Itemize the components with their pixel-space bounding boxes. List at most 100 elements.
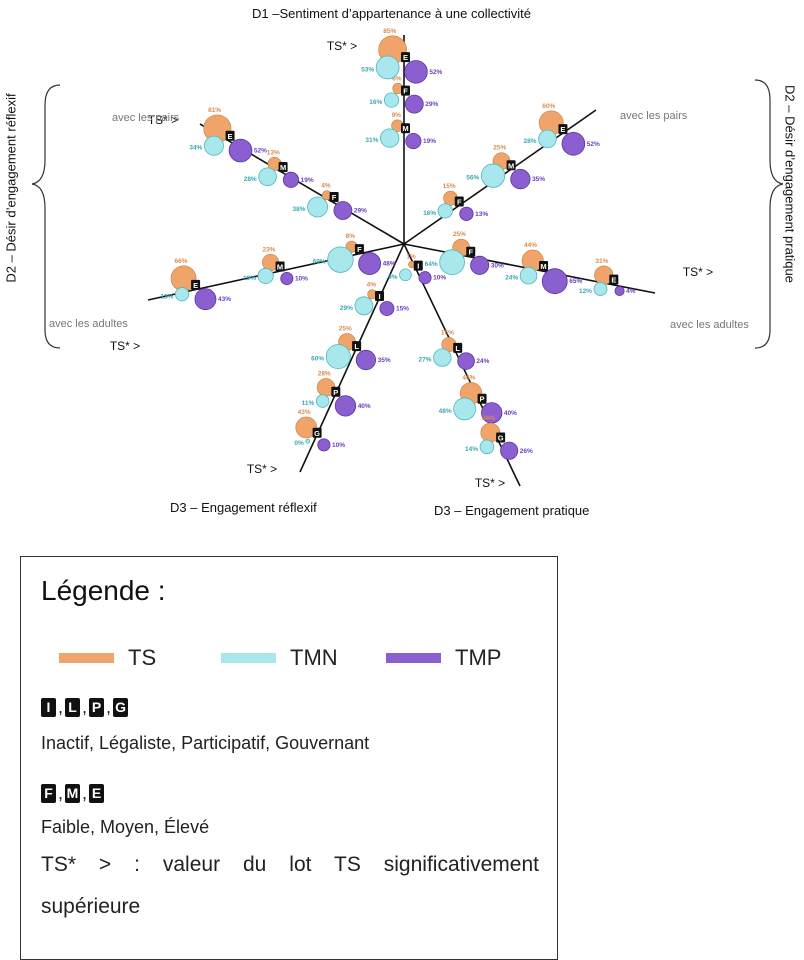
ts-marker-d3-right: TS* > bbox=[475, 476, 505, 490]
bubble-tmn-d2-pairs-left-2 bbox=[203, 135, 224, 156]
legend-label-ts: TS bbox=[128, 645, 157, 670]
bubble-tmn-d1-1 bbox=[383, 92, 400, 108]
legend-item-tmn: TMN bbox=[221, 645, 338, 671]
label-tmp-d2-pairs-right-2: 52% bbox=[587, 141, 600, 148]
label-adults-left: avec les adultes bbox=[49, 318, 128, 330]
label-tmn-d2-adults-right-1: 24% bbox=[505, 275, 518, 282]
legend-label-tmp: TMP bbox=[455, 645, 502, 670]
badge-d2-adults-right-1: M bbox=[540, 262, 546, 271]
bubble-tmp-d3-left-2 bbox=[334, 395, 357, 417]
label-tmp-d2-pairs-right-0: 13% bbox=[475, 211, 488, 218]
ts-marker-adults-right: TS* > bbox=[683, 265, 713, 279]
label-tmn-d3-right-1: 27% bbox=[419, 357, 432, 364]
bubble-tmn-d2-pairs-right-1 bbox=[480, 163, 506, 188]
legend-badges-d3: I, L, P, G bbox=[41, 697, 129, 718]
label-tmp-d1-2: 52% bbox=[429, 69, 442, 76]
bubble-tmn-d3-left-0 bbox=[354, 296, 374, 316]
badge-d3-right-3: G bbox=[498, 433, 504, 442]
label-tmn-d3-left-3: 0% bbox=[294, 440, 304, 447]
label-tmn-d2-pairs-right-2: 28% bbox=[524, 138, 537, 145]
label-ts-d2-pairs-left-0: 4% bbox=[321, 183, 331, 190]
label-tmn-d1-1: 16% bbox=[369, 99, 382, 106]
bubble-tmn-d2-adults-right-1 bbox=[519, 266, 538, 285]
label-tmn-d2-adults-left-0: 69% bbox=[313, 259, 326, 266]
badge-d2-pairs-right-1: M bbox=[508, 161, 514, 170]
bubble-tmn-d2-pairs-right-0 bbox=[437, 203, 453, 219]
badge-d2-pairs-right-2: E bbox=[560, 125, 565, 134]
badge-eleve: E bbox=[89, 784, 105, 803]
legend-title: Légende : bbox=[41, 575, 166, 606]
bubble-tmp-d2-pairs-right-1 bbox=[510, 169, 531, 190]
badge-bg-d3-left-1 bbox=[352, 341, 362, 352]
label-tmp-d3-right-2: 40% bbox=[504, 410, 517, 417]
badge-d2-adults-right-0: F bbox=[468, 248, 473, 257]
badge-bg-d2-adults-right-2 bbox=[609, 274, 619, 285]
ts-marker-adults-left: TS* > bbox=[110, 339, 140, 353]
label-tmp-d2-adults-right-1: 65% bbox=[569, 278, 582, 285]
badge-bg-d2-pairs-right-2 bbox=[558, 124, 568, 135]
label-tmp-d3-left-3: 10% bbox=[332, 442, 345, 449]
label-tmn-d3-right-2: 48% bbox=[439, 408, 452, 415]
legend-ts-note: TS* > : valeur du lot TS significativeme… bbox=[41, 853, 539, 876]
title-d3-left: D3 – Engagement réflexif bbox=[170, 500, 317, 515]
title-d3-right: D3 – Engagement pratique bbox=[434, 503, 590, 518]
bubble-tmp-d3-left-0 bbox=[379, 301, 395, 316]
legend-item-tmp: TMP bbox=[386, 645, 501, 671]
badge-bg-d3-right-0 bbox=[413, 260, 423, 271]
radial-diagram: M9%31% 19%F6%16% 29%E85%53% 52%F4%38% 29%M13… bbox=[31, 28, 784, 490]
brace-left bbox=[31, 84, 61, 349]
ts-marker-d3-left: TS* > bbox=[247, 462, 277, 476]
badge-d2-pairs-left-2: E bbox=[228, 132, 233, 141]
label-tmn-d3-right-3: 14% bbox=[465, 446, 478, 453]
label-tmn-d2-pairs-right-0: 16% bbox=[423, 210, 436, 217]
badge-bg-d3-left-0 bbox=[375, 291, 384, 301]
bubble-tmn-d1-0 bbox=[380, 128, 400, 148]
label-ts-d3-right-0: 1% bbox=[406, 253, 416, 260]
badge-bg-d3-right-2 bbox=[477, 393, 487, 404]
badge-participatif: P bbox=[89, 698, 105, 717]
bubble-tmp-d1-1 bbox=[404, 94, 424, 114]
badge-d3-left-3: G bbox=[314, 429, 320, 438]
tmn-swatch bbox=[221, 653, 276, 663]
badge-d1-1: F bbox=[403, 87, 408, 96]
label-ts-d2-adults-right-0: 25% bbox=[453, 231, 466, 238]
bubble-tmn-d2-adults-left-0 bbox=[327, 246, 354, 273]
bubble-tmp-d2-pairs-left-1 bbox=[282, 171, 300, 188]
label-ts-d2-pairs-right-1: 25% bbox=[493, 145, 506, 152]
label-ts-d2-adults-right-2: 31% bbox=[595, 258, 608, 265]
badge-bg-d2-pairs-left-1 bbox=[278, 162, 288, 172]
badge-gouvernant: G bbox=[113, 698, 129, 717]
badge-legaliste: L bbox=[65, 698, 81, 717]
label-tmn-d3-left-1: 60% bbox=[311, 356, 324, 363]
label-ts-d3-right-2: 46% bbox=[462, 374, 475, 381]
bubble-tmn-d3-left-2 bbox=[315, 394, 330, 408]
bubble-tmp-d2-pairs-left-2 bbox=[228, 138, 253, 163]
label-pairs-left: avec les pairs bbox=[112, 112, 180, 124]
badge-d2-pairs-left-1: M bbox=[280, 163, 286, 172]
badge-d3-right-0: I bbox=[417, 262, 419, 271]
label-tmp-d2-adults-right-0: 30% bbox=[491, 262, 504, 269]
bubble-tmn-d3-left-3 bbox=[305, 438, 311, 444]
label-tmn-d2-adults-left-1: 19% bbox=[243, 275, 256, 282]
label-ts-d2-pairs-right-2: 60% bbox=[542, 103, 555, 110]
label-tmn-d3-right-0: 9% bbox=[388, 274, 398, 281]
label-tmn-d3-left-2: 11% bbox=[302, 400, 315, 407]
label-tmn-d2-pairs-left-0: 38% bbox=[293, 206, 306, 213]
bubble-tmp-d3-right-3 bbox=[500, 441, 519, 460]
label-tmp-d3-left-0: 15% bbox=[396, 306, 409, 313]
label-pairs-right: avec les pairs bbox=[620, 110, 688, 122]
badge-moyen: M bbox=[65, 784, 81, 803]
badge-bg-d2-adults-right-0 bbox=[466, 246, 476, 257]
badge-d1-0: M bbox=[402, 124, 408, 133]
label-ts-d3-left-2: 28% bbox=[318, 371, 331, 378]
label-tmp-d3-right-3: 26% bbox=[520, 448, 533, 455]
badge-d2-adults-left-1: M bbox=[277, 262, 283, 271]
bubble-tmp-d1-2 bbox=[404, 60, 428, 84]
label-tmp-d2-adults-left-1: 10% bbox=[295, 275, 308, 282]
badge-bg-d2-adults-right-1 bbox=[539, 260, 549, 271]
bubble-tmp-d2-pairs-right-2 bbox=[561, 132, 586, 156]
label-tmn-d2-adults-right-2: 12% bbox=[579, 288, 592, 295]
bubble-tmn-d3-left-1 bbox=[325, 344, 351, 370]
label-tmn-d2-pairs-left-2: 34% bbox=[189, 145, 202, 152]
badge-bg-d2-pairs-left-0 bbox=[329, 192, 339, 202]
